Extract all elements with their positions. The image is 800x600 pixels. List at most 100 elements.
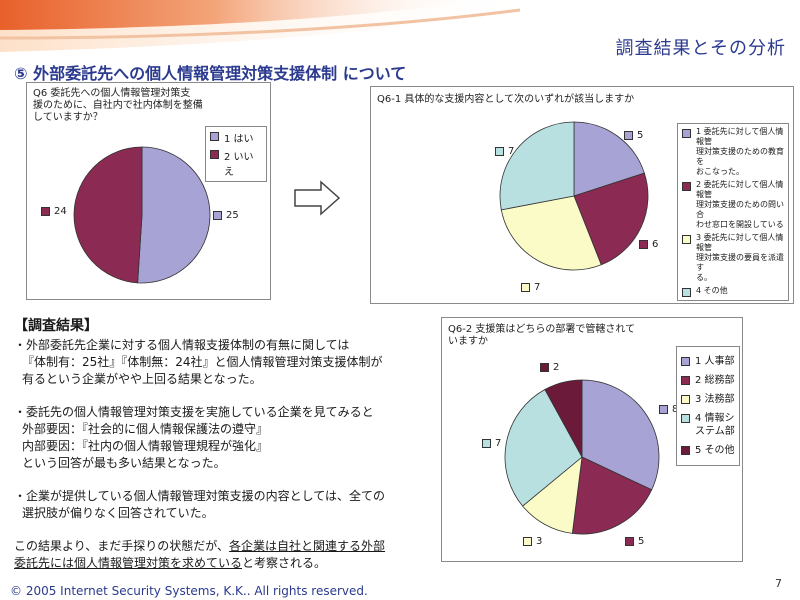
text-line: ・委託先の個人情報管理対策支援を実施している企業を見てみると bbox=[14, 405, 374, 419]
q6-1-slice-3 bbox=[500, 195, 602, 271]
swatch bbox=[540, 363, 549, 372]
right-arrow-icon bbox=[294, 180, 341, 216]
legend-line: ステム部 bbox=[695, 426, 735, 437]
text-line: ・外部委託先企業に対する個人情報支援体制の有無に関しては bbox=[14, 338, 350, 352]
data-label: 25 bbox=[226, 210, 239, 221]
data-label: 8 bbox=[672, 404, 678, 415]
swatch bbox=[624, 131, 633, 140]
q6-1-title: Q6-1 具体的な支援内容として次のいずれが該当しますか bbox=[377, 94, 635, 105]
swatch bbox=[681, 357, 690, 366]
swatch bbox=[482, 439, 491, 448]
q6-2-legend: 1 人事部 2 総務部 3 法務部 4 情報システム部 5 その他 bbox=[676, 346, 740, 466]
swatch bbox=[682, 288, 691, 297]
legend-label: 2 総務部 bbox=[695, 375, 735, 386]
q6-2-chart-panel: Q6-2 支援策はどちらの部署で管轄されて いますか 8 5 3 7 2 1 人… bbox=[441, 317, 743, 562]
swatch bbox=[521, 283, 530, 292]
q6-legend-item: 2 いいえ bbox=[210, 148, 262, 178]
swatch bbox=[659, 405, 668, 414]
q6-label-yes: 25 bbox=[213, 210, 239, 221]
legend-label: 1 委託先に対して個人情報管 理対策支援のための教育を おこなった。 bbox=[696, 127, 784, 177]
legend-line: 理対策支援のための問い合 bbox=[696, 200, 784, 219]
q6-1-label-2: 6 bbox=[639, 239, 658, 250]
q6-2-label-5: 2 bbox=[540, 362, 559, 373]
swatch bbox=[682, 129, 691, 138]
data-label: 2 bbox=[553, 362, 560, 373]
legend-line: 理対策支援の要員を派遣す bbox=[696, 253, 784, 272]
swatch bbox=[495, 147, 504, 156]
q6-2-label-2: 5 bbox=[625, 536, 644, 547]
legend-label: 4 その他 bbox=[696, 286, 728, 295]
q6-2-label-1: 8 bbox=[659, 404, 678, 415]
q6-title: Q6 委託先への個人情報管理対策支 援のために、自社内で社内体制を整備 していま… bbox=[33, 88, 203, 124]
swatch bbox=[681, 395, 690, 404]
data-label: 7 bbox=[534, 282, 541, 293]
legend-label: 2 委託先に対して個人情報管 理対策支援のための問い合 わせ窓口を開設している bbox=[696, 180, 784, 230]
swatch bbox=[213, 211, 222, 220]
q6-2-legend-item: 5 その他 bbox=[681, 444, 735, 457]
q6-1-label-3: 7 bbox=[521, 282, 540, 293]
data-label: 7 bbox=[495, 438, 502, 449]
q6-title-line: していますか？ bbox=[33, 112, 103, 123]
q6-2-title: Q6-2 支援策はどちらの部署で管轄されて いますか bbox=[448, 324, 635, 348]
legend-line: 1 委託先に対して個人情報管 bbox=[696, 127, 784, 146]
legend-label: 3 委託先に対して個人情報管 理対策支援の要員を派遣す る。 bbox=[696, 233, 784, 283]
q6-2-slice-2 bbox=[571, 456, 653, 535]
swatch bbox=[682, 235, 691, 244]
q6-slice-1 bbox=[137, 146, 211, 284]
data-label: 6 bbox=[652, 239, 659, 250]
data-label: 7 bbox=[508, 146, 515, 157]
swatch bbox=[625, 537, 634, 546]
legend-line: わせ窓口を開設している bbox=[696, 220, 784, 229]
q6-2-label-4: 7 bbox=[482, 438, 501, 449]
data-label: 5 bbox=[638, 536, 645, 547]
q6-1-legend-item: 1 委託先に対して個人情報管 理対策支援のための教育を おこなった。 bbox=[682, 127, 784, 177]
data-label: 3 bbox=[536, 536, 543, 547]
legend-line: 4 情報シ bbox=[695, 413, 735, 424]
q6-2-slice-1 bbox=[581, 379, 660, 491]
q6-1-pie-chart bbox=[499, 121, 649, 271]
legend-label: 5 その他 bbox=[695, 445, 735, 456]
swatch bbox=[681, 446, 690, 455]
legend-line: 3 委託先に対して個人情報管 bbox=[696, 233, 784, 252]
legend-label: 4 情報システム部 bbox=[695, 412, 735, 438]
data-label: 24 bbox=[54, 206, 67, 217]
results-heading: 【調査結果】 bbox=[14, 318, 98, 334]
page-number: 7 bbox=[775, 577, 782, 590]
header-swoosh bbox=[0, 0, 560, 52]
q6-2-legend-item: 1 人事部 bbox=[681, 355, 735, 368]
legend-label: 1 人事部 bbox=[695, 356, 735, 367]
legend-label: 2 いいえ bbox=[224, 152, 254, 178]
q6-chart-panel: Q6 委託先への個人情報管理対策支 援のために、自社内で社内体制を整備 していま… bbox=[26, 82, 271, 300]
legend-line: おこなった。 bbox=[696, 167, 744, 176]
q6-title-line: 援のために、自社内で社内体制を整備 bbox=[33, 100, 203, 111]
results-section: 【調査結果】 ・外部委託先企業に対する個人情報支援体制の有無に関しては 『体制有… bbox=[14, 318, 439, 572]
page-header-title: 調査結果とその分析 bbox=[615, 38, 786, 59]
results-paragraph-3: ・企業が提供している個人情報管理対策支援の内容としては、全ての 選択肢が偏りなく… bbox=[14, 488, 439, 522]
text-line: 内部要因：『社内の個人情報管理規程が強化』 bbox=[22, 439, 269, 453]
swatch bbox=[523, 537, 532, 546]
legend-line: 2 委託先に対して個人情報管 bbox=[696, 180, 784, 199]
q6-label-no: 24 bbox=[41, 206, 67, 217]
legend-label: 1 はい bbox=[224, 134, 254, 145]
q6-1-legend: 1 委託先に対して個人情報管 理対策支援のための教育を おこなった。 2 委託先に対… bbox=[677, 123, 789, 301]
swatch bbox=[681, 414, 690, 423]
legend-label: 3 法務部 bbox=[695, 394, 735, 405]
copyright-footer: © 2005 Internet Security Systems, K.K.. … bbox=[10, 584, 368, 598]
text-line: ・企業が提供している個人情報管理対策支援の内容としては、全ての bbox=[14, 489, 386, 503]
text-line: 選択肢が偏りなく回答されていた。 bbox=[22, 506, 214, 520]
swatch bbox=[639, 240, 648, 249]
q6-2-slice-4 bbox=[504, 388, 583, 507]
q6-2-pie-chart bbox=[504, 379, 660, 535]
swatch bbox=[681, 376, 690, 385]
text-fragment: 各企業は自社と関連する外部 bbox=[229, 539, 386, 553]
swatch bbox=[682, 182, 691, 191]
text-line: 外部要因：『社会的に個人情報保護法の遵守』 bbox=[22, 422, 269, 436]
results-paragraph-1: ・外部委託先企業に対する個人情報支援体制の有無に関しては 『体制有：25社』『体… bbox=[14, 337, 439, 388]
swatch bbox=[41, 207, 50, 216]
text-fragment: 委託先には個人情報管理対策を求めている bbox=[14, 556, 243, 570]
data-label: 5 bbox=[637, 130, 644, 141]
q6-1-slice-4 bbox=[499, 121, 575, 211]
legend-line: る。 bbox=[696, 273, 712, 282]
q6-2-legend-item: 3 法務部 bbox=[681, 393, 735, 406]
q6-1-label-1: 5 bbox=[624, 130, 643, 141]
